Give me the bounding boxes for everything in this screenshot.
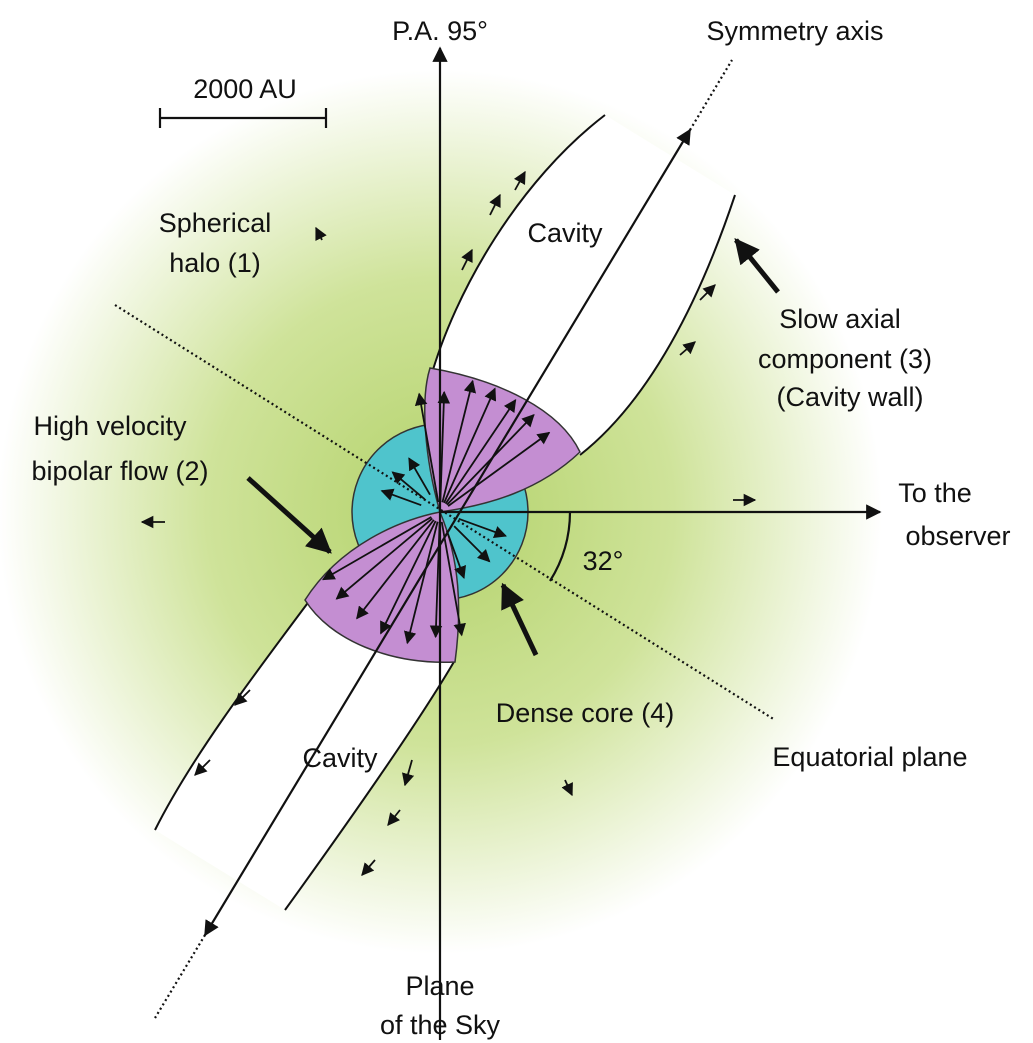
axes: [114, 46, 882, 1040]
label: 2000 AU: [193, 74, 297, 104]
labels: P.A. 95° Symmetry axis 2000 AU Spherical…: [31, 16, 1010, 1040]
label: Slow axial: [779, 304, 901, 334]
label: To the: [898, 478, 972, 508]
label: observer: [905, 521, 1010, 551]
label: halo (1): [169, 248, 261, 278]
label: Spherical: [159, 208, 272, 238]
label: Plane: [405, 971, 474, 1001]
flow-arrow: [699, 284, 716, 301]
label: Cavity: [302, 743, 378, 773]
label: bipolar flow (2): [31, 456, 208, 486]
label: component (3): [758, 344, 932, 374]
label: of the Sky: [380, 1010, 501, 1040]
label: Symmetry axis: [706, 16, 883, 46]
label: Equatorial plane: [772, 742, 967, 772]
pointer-arrows: [246, 238, 780, 657]
label: P.A. 95°: [392, 16, 488, 46]
label: Cavity: [527, 218, 603, 248]
label: (Cavity wall): [776, 382, 923, 412]
label: 32°: [583, 546, 624, 576]
label: Dense core (4): [496, 698, 675, 728]
label: High velocity: [33, 411, 187, 441]
